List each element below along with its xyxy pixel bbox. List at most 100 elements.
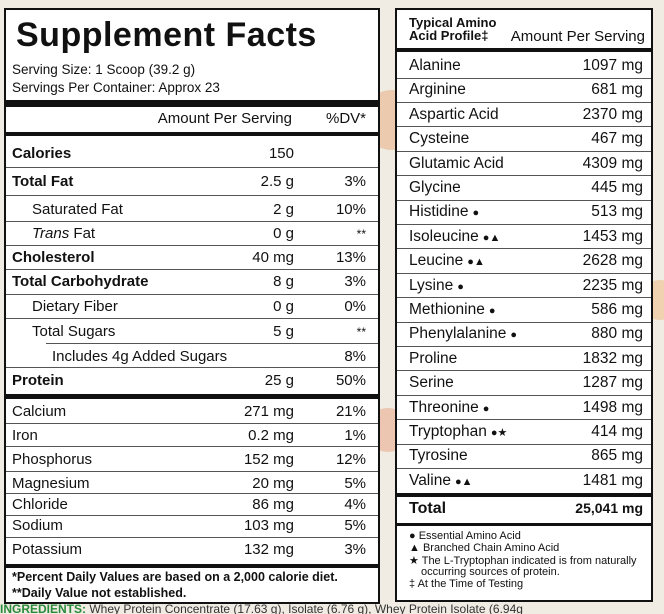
amino-acid-profile-panel: Typical Amino Acid Profile‡ Amount Per S…	[395, 8, 653, 602]
divider	[397, 101, 651, 103]
thick-rule	[6, 394, 378, 399]
divider	[397, 272, 651, 274]
amino-row: Methionine ● 586 mg	[397, 298, 651, 322]
amino-row: Phenylalanine ● 880 mg	[397, 322, 651, 346]
nutrient-row-total-fat: Total Fat 2.5 g 3%	[6, 170, 378, 194]
nutrient-dv: 8%	[344, 348, 366, 365]
divider	[397, 345, 651, 347]
amino-name: Phenylalanine	[409, 325, 507, 343]
divider	[397, 297, 651, 299]
nutrient-amount: 103 mg	[243, 517, 294, 534]
amino-value: 1498 mg	[582, 398, 643, 416]
nutrient-dv: 12%	[335, 451, 366, 468]
nutrient-amount: 25 g	[264, 372, 294, 389]
nutrient-amount: 20 mg	[252, 475, 294, 492]
nutrient-row-total-carbohydrate: Total Carbohydrate 8 g 3%	[6, 270, 378, 294]
nutrient-dv: **	[356, 325, 366, 339]
nutrient-amount: 0 g	[273, 298, 294, 315]
nutrient-row-magnesium: Magnesium 20 mg 5%	[6, 472, 378, 496]
amino-name: Histidine	[409, 203, 469, 221]
nutrient-amount: 2 g	[273, 201, 294, 218]
amino-value: 4309 mg	[582, 154, 643, 172]
nutrient-dv: 21%	[335, 403, 366, 420]
amino-value: 1097 mg	[582, 57, 643, 74]
amino-name: Alanine	[409, 57, 461, 74]
amino-value: 1481 mg	[582, 471, 643, 489]
amino-name: Glutamic Acid	[409, 154, 504, 172]
nutrient-amount: 5 g	[273, 323, 294, 340]
divider	[6, 195, 378, 196]
ingredients-strip: INGREDIENTS: Whey Protein Concentrate (1…	[0, 604, 664, 614]
nutrient-row-iron: Iron 0.2 mg 1%	[6, 424, 378, 448]
legend-bcaa: ▲ Branched Chain Amino Acid	[409, 542, 560, 554]
amino-value: 2235 mg	[582, 276, 643, 294]
nutrient-dv: 3%	[344, 273, 366, 290]
nutrient-dv: 50%	[335, 372, 366, 389]
amino-row: Proline 1832 mg	[397, 347, 651, 371]
nutrient-row-added-sugars: Includes 4g Added Sugars 8%	[6, 345, 378, 369]
amino-total-value: 25,041 mg	[575, 500, 643, 516]
amino-title-line2: Acid Profile‡	[409, 28, 489, 43]
nutrient-label: Dietary Fiber	[32, 298, 118, 315]
nutrient-amount: 150	[268, 145, 294, 162]
amino-name: Lysine	[409, 276, 454, 294]
thick-rule	[397, 493, 651, 497]
nutrient-label: Cholesterol	[12, 249, 95, 266]
panel-title: Supplement Facts	[16, 16, 317, 54]
amino-row: Arginine 681 mg	[397, 78, 651, 102]
divider	[6, 294, 378, 295]
nutrient-dv: 5%	[344, 475, 366, 492]
amino-name: Leucine	[409, 252, 464, 270]
amino-value: 445 mg	[591, 179, 643, 196]
divider	[6, 367, 378, 368]
nutrient-label-suffix: Fat	[69, 225, 96, 242]
thick-rule	[6, 564, 378, 568]
amino-row: Isoleucine ●▲ 1453 mg	[397, 225, 651, 249]
divider	[397, 77, 651, 79]
nutrient-amount: 2.5 g	[260, 173, 294, 190]
nutrient-dv: **	[356, 227, 366, 241]
amino-name: Aspartic Acid	[409, 105, 499, 123]
nutrient-label: Calcium	[12, 403, 67, 420]
divider	[397, 175, 651, 177]
divider	[397, 150, 651, 152]
divider	[6, 423, 378, 424]
amino-row: Glutamic Acid 4309 mg	[397, 152, 651, 176]
divider	[397, 321, 651, 323]
nutrient-label: Magnesium	[12, 475, 90, 492]
amino-value: 467 mg	[591, 130, 643, 148]
nutrient-row-phosphorus: Phosphorus 152 mg 12%	[6, 448, 378, 472]
amino-row: Threonine ● 1498 mg	[397, 396, 651, 420]
divider	[6, 537, 378, 538]
header-amount: Amount Per Serving	[157, 110, 292, 127]
nutrient-label: Protein	[12, 372, 64, 389]
amino-row: Lysine ● 2235 mg	[397, 274, 651, 298]
supplement-facts-panel: Supplement Facts Serving Size: 1 Scoop (…	[4, 8, 380, 604]
amino-name: Valine	[409, 471, 451, 489]
nutrient-row-potassium: Potassium 132 mg 3%	[6, 538, 378, 562]
nutrient-dv: 0%	[344, 298, 366, 315]
nutrient-amount: 0 g	[273, 225, 294, 242]
amino-total-label: Total	[409, 500, 447, 517]
nutrient-row-cholesterol: Cholesterol 40 mg 13%	[6, 246, 378, 270]
amino-marks-icon: ●	[457, 280, 464, 293]
amino-value: 2628 mg	[582, 252, 643, 270]
amino-row: Tryptophan ●★ 414 mg	[397, 420, 651, 444]
amino-title-line1: Typical Amino	[409, 15, 497, 30]
nutrient-row-calories: Calories 150	[6, 142, 378, 166]
nutrient-dv: 3%	[344, 173, 366, 190]
nutrient-amount: 271 mg	[243, 403, 294, 420]
nutrient-amount: 8 g	[273, 273, 294, 290]
nutrient-dv: 3%	[344, 541, 366, 558]
amino-marks-icon: ●	[510, 329, 518, 342]
amino-marks-icon: ●▲	[467, 256, 485, 269]
divider	[6, 446, 378, 447]
divider	[6, 167, 378, 168]
nutrient-amount: 0.2 mg	[248, 427, 294, 444]
divider	[6, 471, 378, 472]
nutrient-row-sodium: Sodium 103 mg 5%	[6, 514, 378, 538]
amino-value: 414 mg	[591, 423, 643, 440]
nutrient-row-trans-fat: Trans Fat 0 g **	[6, 222, 378, 246]
thick-rule	[6, 100, 378, 107]
amino-value: 1287 mg	[582, 374, 643, 392]
